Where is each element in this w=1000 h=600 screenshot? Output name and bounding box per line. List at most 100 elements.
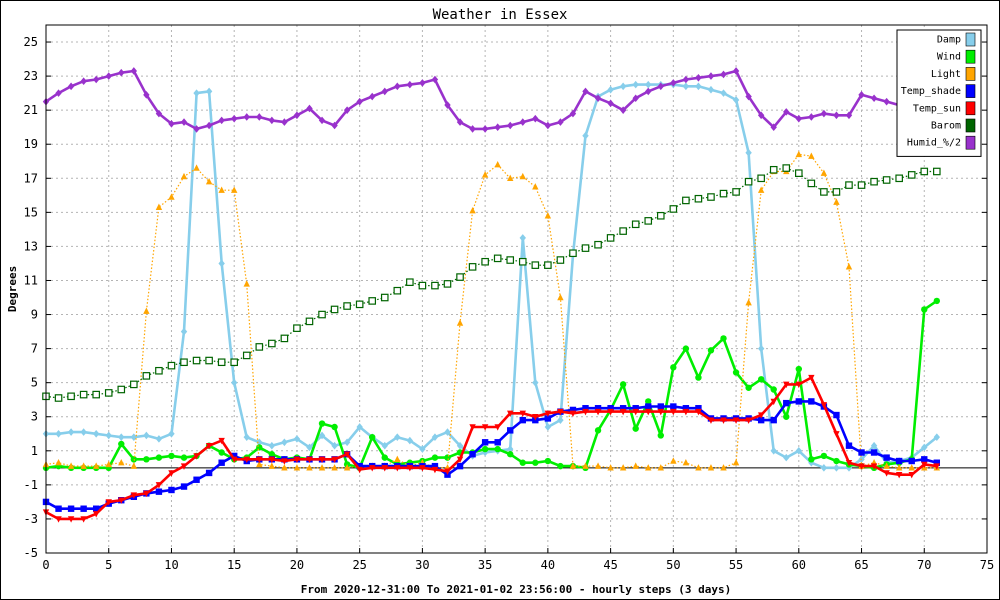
data-point-temp-shade xyxy=(168,486,175,494)
data-point-humid-2 xyxy=(168,119,175,128)
data-point-barom xyxy=(192,356,201,365)
data-point-wind xyxy=(318,420,326,427)
data-point-damp xyxy=(105,431,112,440)
data-point-temp-sun xyxy=(256,456,263,464)
data-point-damp xyxy=(632,80,639,89)
data-point-barom xyxy=(230,358,239,367)
data-point-humid-2 xyxy=(431,75,439,84)
data-point-barom xyxy=(255,343,264,351)
data-point-humid-2 xyxy=(783,108,790,116)
data-point-light xyxy=(118,459,125,466)
data-point-humid-2 xyxy=(456,118,464,126)
data-point-humid-2 xyxy=(243,113,250,121)
data-point-damp xyxy=(431,433,439,441)
data-point-wind xyxy=(519,459,526,466)
data-point-wind xyxy=(557,462,564,470)
data-point-temp-shade xyxy=(845,442,853,449)
data-point-barom xyxy=(343,302,351,310)
data-point-temp-shade xyxy=(607,405,614,412)
data-point-humid-2 xyxy=(469,125,476,133)
data-point-temp-sun xyxy=(243,456,250,464)
data-point-temp-sun xyxy=(180,463,188,470)
data-point-temp-sun xyxy=(720,417,727,424)
data-point-damp xyxy=(770,447,777,455)
data-point-temp-shade xyxy=(494,439,501,446)
data-point-light xyxy=(55,459,62,466)
data-point-barom xyxy=(355,300,364,309)
legend-label-damp: Damp xyxy=(937,35,961,46)
data-point-temp-sun xyxy=(532,414,539,421)
data-point-light xyxy=(695,464,702,471)
data-point-damp xyxy=(92,429,100,438)
data-point-light xyxy=(845,263,853,270)
data-point-barom xyxy=(67,392,75,401)
data-point-temp-sun xyxy=(883,470,890,477)
data-point-humid-2 xyxy=(92,75,100,84)
data-point-wind xyxy=(218,449,225,456)
data-point-wind xyxy=(256,444,263,451)
data-point-damp xyxy=(557,416,564,424)
data-point-damp xyxy=(544,423,552,431)
data-point-light xyxy=(481,171,489,178)
data-point-temp-sun xyxy=(670,408,677,416)
data-point-temp-sun xyxy=(645,408,652,416)
data-point-wind xyxy=(833,457,840,465)
data-point-temp-sun xyxy=(858,463,865,470)
data-point-temp-sun xyxy=(745,417,752,424)
data-point-temp-shade xyxy=(921,456,928,463)
data-point-barom xyxy=(130,380,138,389)
data-point-humid-2 xyxy=(833,111,840,120)
data-point-light xyxy=(795,150,802,158)
data-point-light xyxy=(682,459,690,466)
series-damp xyxy=(42,80,941,472)
data-point-temp-sun xyxy=(318,456,326,464)
data-point-humid-2 xyxy=(444,101,451,109)
data-point-wind xyxy=(381,454,388,461)
series-layer xyxy=(42,67,941,523)
data-point-damp xyxy=(281,438,288,447)
x-tick-label: 15 xyxy=(227,558,241,572)
data-point-barom xyxy=(380,293,389,302)
data-point-light xyxy=(507,174,514,181)
data-point-barom xyxy=(217,358,226,367)
data-point-light xyxy=(670,457,677,464)
data-point-light xyxy=(231,186,238,193)
data-point-light xyxy=(494,160,501,168)
data-point-light xyxy=(619,464,627,471)
data-point-damp xyxy=(381,441,388,450)
data-point-damp xyxy=(306,443,313,452)
data-point-humid-2 xyxy=(707,72,715,80)
data-point-temp-shade xyxy=(55,505,62,512)
data-point-damp xyxy=(757,344,765,353)
data-point-damp xyxy=(933,433,941,441)
data-point-temp-sun xyxy=(469,424,476,431)
data-point-light xyxy=(632,462,639,469)
data-point-temp-sun xyxy=(783,381,790,389)
y-tick-label: -1 xyxy=(24,478,38,492)
data-point-humid-2 xyxy=(858,91,865,99)
data-point-barom xyxy=(820,188,828,196)
data-point-damp xyxy=(783,453,790,462)
data-point-damp xyxy=(519,234,526,242)
data-point-light xyxy=(67,462,75,469)
data-point-damp xyxy=(155,435,163,443)
data-point-damp xyxy=(870,441,878,450)
data-point-light xyxy=(218,186,225,193)
data-point-barom xyxy=(406,278,414,286)
x-tick-label: 35 xyxy=(478,558,492,572)
data-point-light xyxy=(205,177,213,185)
data-point-light xyxy=(143,307,150,314)
data-point-damp xyxy=(318,431,326,440)
x-tick-label: 20 xyxy=(290,558,304,572)
data-point-humid-2 xyxy=(256,113,263,121)
data-point-light xyxy=(908,464,915,471)
data-point-temp-shade xyxy=(883,454,890,461)
data-point-temp-shade xyxy=(507,427,514,434)
data-point-temp-shade xyxy=(231,452,238,460)
data-point-humid-2 xyxy=(180,118,188,126)
data-point-wind xyxy=(168,452,175,460)
data-point-wind xyxy=(657,432,664,439)
data-point-barom xyxy=(268,339,276,348)
